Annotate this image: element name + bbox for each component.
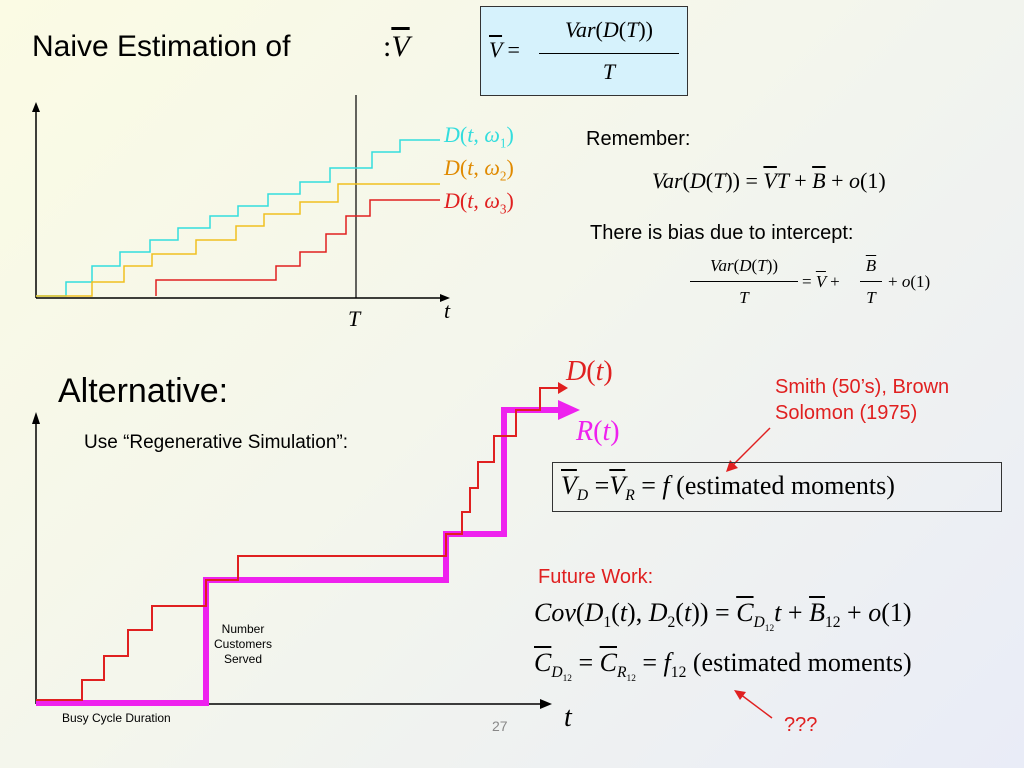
- sample-path-red: [155, 199, 440, 296]
- cov-formula: Cov(D1(t), D2(t)) = CD12t + B12 + o(1): [534, 598, 912, 635]
- remember-label: Remember:: [586, 128, 691, 150]
- smith-note: Smith (50’s), Brown Solomon (1975): [775, 376, 950, 424]
- bias-formula: Var(D(T)) T = V + B T + o(1): [690, 256, 970, 316]
- D-t-label: D(t): [566, 356, 613, 387]
- busy-cycle-label: Busy Cycle Duration: [62, 711, 171, 725]
- sample-path-orange: [36, 183, 440, 297]
- D-t-arrow: [558, 382, 568, 394]
- T-label: T: [348, 306, 361, 331]
- D-t-path: [36, 387, 560, 701]
- regen-text: Use “Regenerative Simulation”:: [84, 432, 349, 453]
- title-v-symbol: :V: [383, 30, 410, 63]
- legend-red: D(t, ω3): [444, 188, 514, 217]
- top-x-axis-arrow: [440, 294, 450, 302]
- sample-path-cyan: [36, 139, 440, 297]
- vd-formula-box: VD =VR = f (estimated moments): [552, 462, 1002, 512]
- title-text: Naive Estimation of: [32, 30, 291, 63]
- R-t-label: R(t): [576, 416, 620, 447]
- alternative-heading: Alternative:: [58, 372, 229, 410]
- bottom-y-axis-arrow: [32, 412, 40, 424]
- bottom-x-axis-arrow: [540, 699, 552, 709]
- c-formula: CD12 = CR12 = f12 (estimated moments): [534, 648, 912, 685]
- future-work-label: Future Work:: [538, 566, 654, 588]
- bottom-x-axis-label: t: [564, 702, 572, 733]
- legend-cyan: D(t, ω1): [444, 122, 514, 151]
- remember-formula: Var(D(T)) = VT + B + o(1): [652, 168, 886, 193]
- top-x-axis-label: t: [444, 298, 451, 323]
- R-t-arrow: [558, 400, 580, 420]
- qqq-label: ???: [784, 714, 818, 736]
- bias-label: There is bias due to intercept:: [590, 222, 854, 244]
- legend-orange: D(t, ω2): [444, 155, 514, 184]
- number-customers-label: Number Customers Served: [213, 622, 272, 666]
- top-y-axis-arrow: [32, 102, 40, 112]
- slide-title: Naive Estimation of: [32, 30, 290, 64]
- page-number: 27: [492, 718, 508, 734]
- variance-rate-formula-box: V = Var(D(T)) T: [480, 6, 688, 96]
